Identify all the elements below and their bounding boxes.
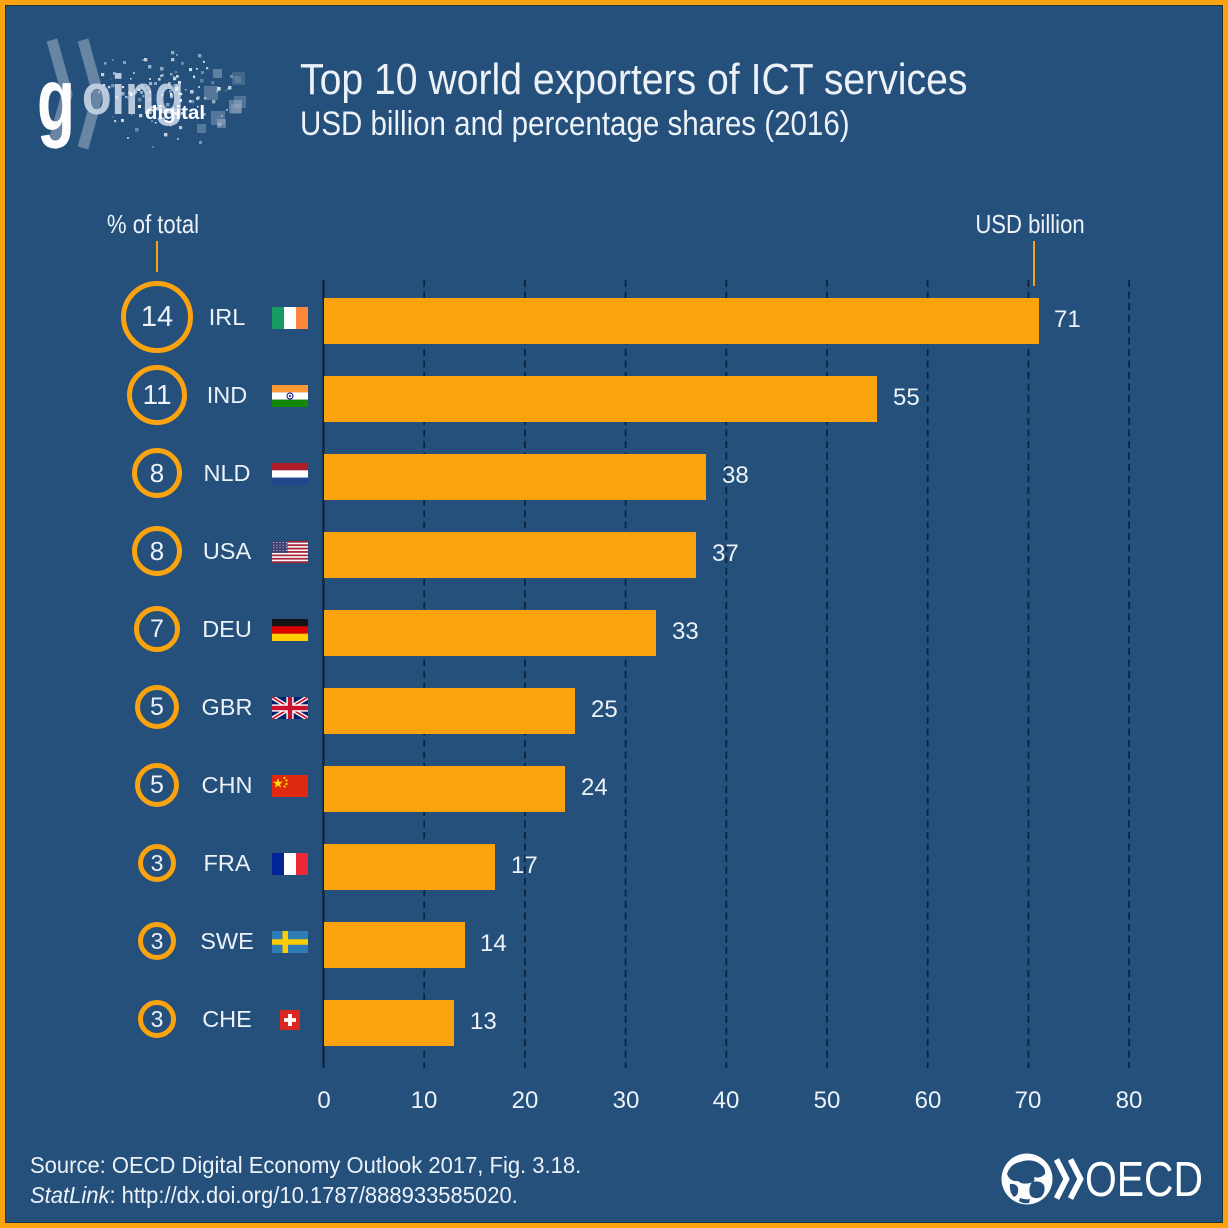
svg-text:OECD: OECD [1085, 1153, 1203, 1207]
svg-text:g: g [37, 50, 75, 149]
